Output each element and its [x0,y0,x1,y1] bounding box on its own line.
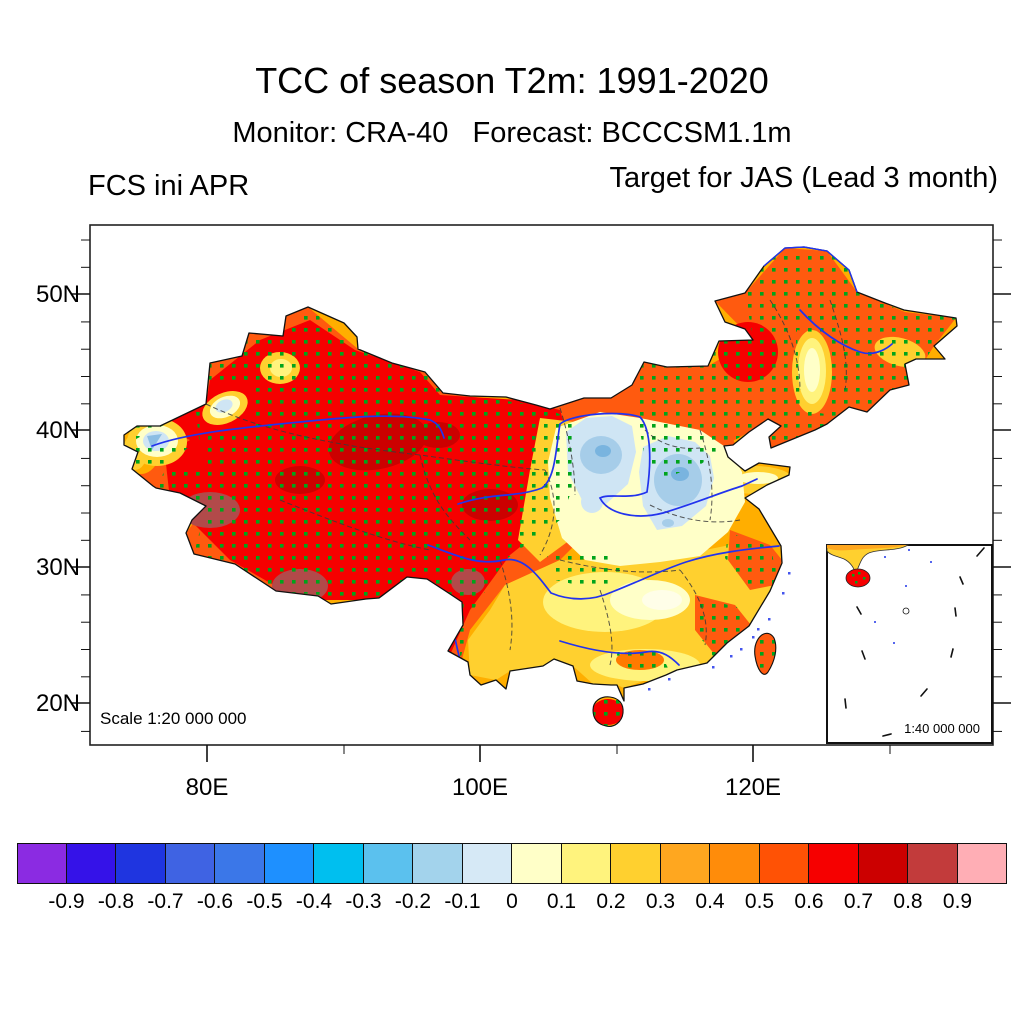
province-borders [205,299,847,666]
colorbar-tick-label: -0.7 [147,890,184,913]
colorbar-cell [512,843,562,884]
colorbar-tick-labels: -0.9 -0.8 -0.7 -0.6 -0.5 -0.4 -0.3 -0.2 -0.1 0 0.1… [0,890,1024,916]
colorbar-cell [17,843,67,884]
colorbar-tick-label: -0.2 [394,890,432,913]
pearl-river [559,640,680,666]
colorbar-cell [413,843,463,884]
colorbar-tick-label: 0.2 [596,890,626,913]
colorbar-cell [957,843,1007,884]
south-china-sea-inset: 1:40 000 000 [826,544,993,744]
colorbar-cell [264,843,314,884]
colorbar-tick-label: 0.9 [942,890,973,913]
colorbar-cell [363,843,413,884]
colorbar-tick-label: 0 [506,890,518,913]
colorbar-tick-label: -0.9 [48,890,85,913]
inset-hainan [845,568,871,588]
init-month-label: FCS ini APR [88,170,250,202]
y-tick-label: 50N [36,281,80,308]
chart-subtitle: Monitor: CRA-40 Forecast: BCCCSM1.1m [232,117,792,149]
colorbar-cell [314,843,364,884]
colorbar-tick-label: -0.6 [196,890,234,913]
colorbar-tick-label: 0.8 [893,890,923,913]
colorbar-tick-label: -0.1 [444,890,481,913]
colorbar-tick-label: -0.5 [246,890,283,913]
hainan-outline [592,696,624,727]
colorbar-cell [858,843,908,884]
colorbar-tick-label: 0.6 [794,890,824,913]
colorbar-cell [809,843,859,884]
colorbar-cell [165,843,215,884]
target-season-label: Target for JAS (Lead 3 month) [609,162,998,194]
colorbar-cell [462,843,512,884]
significance-stippling [124,248,956,727]
colorbar-cell [660,843,710,884]
colorbar-tick-label: -0.8 [97,890,135,913]
rivers [151,309,893,673]
colorbar-cell [908,843,958,884]
colorbar-cell [710,843,760,884]
colorbar-cell [215,843,265,884]
colorbar-cell [561,843,611,884]
y-tick-label: 40N [36,417,80,444]
yellow-river [457,412,758,517]
colorbar-tick-label: -0.3 [345,890,382,913]
coastal-islets [648,572,791,691]
tarim-river [151,415,445,447]
axis-ticks: 50N 40N 30N 20N 80E 100E 120E [36,239,1011,801]
colorbar-tick-label: 0.3 [645,890,676,913]
colorbar-tick-label: 0.5 [744,890,775,913]
x-tick-label: 120E [725,774,781,801]
nine-dash-line [844,547,985,737]
x-tick-label: 80E [186,774,229,801]
yangtze-river [427,544,780,600]
chart-title: TCC of season T2m: 1991-2020 [255,60,769,101]
colorbar-cell [611,843,661,884]
y-tick-label: 20N [36,690,80,717]
colorbar-tick-label: 0.1 [546,890,577,913]
x-tick-label: 100E [452,774,508,801]
songhua-river [799,309,893,355]
inset-scale-label: 1:40 000 000 [904,721,980,736]
colorbar-tick-label: -0.4 [295,890,333,913]
colorbar-cell [759,843,809,884]
y-tick-label: 30N [36,554,80,581]
colorbar-cell [66,843,116,884]
amur-border-river [763,246,858,293]
colorbar-tick-label: 0.4 [695,890,725,913]
colorbar-tick-label: 0.7 [843,890,874,913]
map-scale-label: Scale 1:20 000 000 [100,709,247,728]
plot-frame [89,224,994,746]
taiwan-outline [754,632,777,675]
colorbar [17,843,1007,884]
china-outline [123,246,958,702]
colorbar-cell [116,843,166,884]
